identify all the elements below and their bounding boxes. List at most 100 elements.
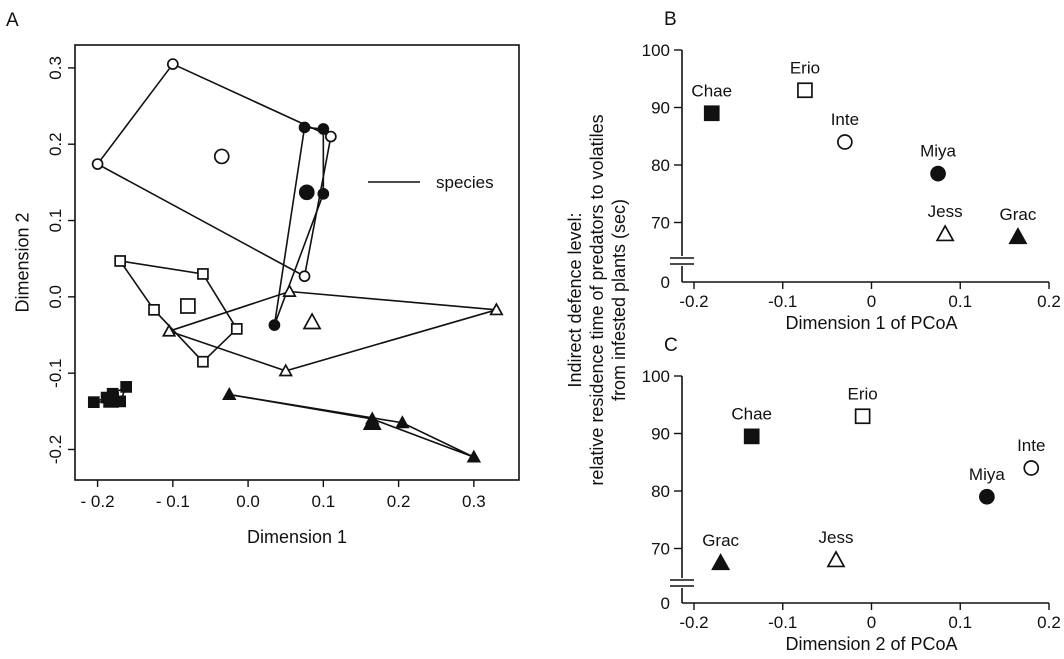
x-tick-label: -0.2	[679, 613, 708, 632]
data-point	[87, 396, 100, 409]
data-point-miya	[979, 488, 995, 505]
group-square-open	[114, 255, 243, 368]
panel-b-label: B	[664, 9, 677, 30]
point-label-grac: Grac	[702, 531, 739, 550]
data-point	[325, 130, 337, 143]
group-triangle-filled	[222, 387, 482, 463]
y-tick-label: 70	[651, 540, 670, 559]
data-point-chae	[743, 428, 760, 445]
y-tick-label: -0.1	[46, 359, 65, 388]
x-tick-label: 0	[867, 292, 876, 311]
point-label-chae: Chae	[731, 404, 772, 423]
point-label-miya: Miya	[969, 465, 1005, 484]
y-axis-label: Dimension 2	[12, 212, 32, 312]
hull-polygon	[96, 63, 332, 278]
y-tick-label: 70	[651, 214, 670, 233]
data-point-jess	[935, 224, 955, 242]
point-label-jess: Jess	[819, 528, 854, 547]
x-tick-label: 0	[867, 613, 876, 632]
x-tick-label: -0.1	[768, 613, 797, 632]
data-point	[148, 303, 160, 316]
y-tick-label-zero: 0	[661, 594, 670, 613]
y-tick-label: 0.3	[46, 56, 65, 80]
y-tick-label: 80	[651, 482, 670, 501]
data-point-inte	[837, 134, 853, 150]
y-tick-label: -0.2	[46, 435, 65, 464]
x-tick-label: 0.2	[387, 492, 411, 511]
y-axis-label-bc: Indirect defence level: relative residenc…	[565, 114, 629, 485]
data-point	[230, 323, 243, 335]
panel-c: C 70 80 90 100 0 -0.2 -0.1 0 0.1 0.2 Dimension 2 of…	[642, 335, 1061, 654]
y-axis-label-line: from infested plants (sec)	[609, 199, 629, 401]
y-tick-label: 0.1	[46, 209, 65, 233]
x-tick-label: 0.0	[236, 492, 260, 511]
group-circle-filled	[268, 121, 330, 331]
legend-label: species	[436, 173, 494, 192]
x-tick-label: -0.1	[768, 292, 797, 311]
panel-a-label: A	[6, 10, 19, 31]
data-point	[395, 415, 410, 429]
data-point	[161, 323, 177, 337]
y-axis-label-line: relative residence time of predators to …	[587, 114, 607, 485]
data-point-chae	[703, 105, 720, 122]
data-point-miya	[930, 165, 946, 182]
data-point	[298, 270, 311, 283]
x-tick-label: - 0.1	[156, 492, 190, 511]
data-point	[317, 123, 330, 135]
data-point	[197, 268, 209, 280]
y-tick-label: 90	[651, 99, 670, 118]
y-tick-label: 100	[642, 367, 670, 386]
point-label-jess: Jess	[928, 202, 963, 221]
data-point-grac	[1008, 227, 1028, 245]
panel-b: B 70 80 90 100 0 -0.2 -0.1 0 0.1 0.2 Dimension 1 of…	[642, 9, 1061, 333]
data-point	[222, 387, 237, 400]
data-point-erio	[797, 82, 813, 99]
x-tick-label: 0.1	[948, 292, 972, 311]
y-tick-label: 90	[651, 425, 670, 444]
data-point	[278, 363, 293, 377]
data-point	[91, 158, 104, 170]
y-tick-label: 80	[651, 156, 670, 175]
data-point	[466, 449, 482, 463]
centroid-point	[298, 184, 315, 201]
x-tick-label: 0.2	[1037, 613, 1061, 632]
hull-polygon	[166, 290, 497, 372]
x-tick-label: 0.2	[1037, 292, 1061, 311]
x-tick-label: - 0.2	[81, 492, 115, 511]
x-tick-label: -0.2	[679, 292, 708, 311]
centroid-point	[302, 312, 322, 330]
group-circle-open	[91, 58, 337, 283]
data-point-jess	[826, 550, 846, 568]
point-label-chae: Chae	[691, 81, 732, 100]
hull-polygon	[273, 126, 325, 326]
y-tick-label: 100	[642, 41, 670, 60]
x-tick-label: 0.1	[948, 613, 972, 632]
x-tick-label: 0.3	[462, 492, 486, 511]
point-label-erio: Erio	[790, 58, 820, 77]
data-point	[282, 283, 297, 297]
data-point	[268, 319, 281, 331]
data-point	[317, 187, 330, 200]
group-square-filled	[87, 381, 133, 409]
data-point	[114, 255, 127, 267]
point-label-erio: Erio	[848, 384, 878, 403]
data-point	[489, 302, 504, 316]
data-point	[166, 58, 179, 70]
panel-c-label: C	[664, 335, 678, 356]
y-tick-label: 0.0	[46, 285, 65, 309]
point-label-inte: Inte	[1017, 436, 1045, 455]
centroid-point	[180, 298, 196, 314]
hull-polygon	[229, 393, 475, 458]
y-tick-label-zero: 0	[661, 273, 670, 292]
hull-polygon	[118, 259, 238, 363]
x-axis-label: Dimension 1 of PCoA	[785, 313, 957, 333]
data-point-erio	[854, 408, 871, 425]
data-point-inte	[1023, 460, 1040, 476]
centroid-point	[103, 392, 119, 408]
x-tick-label: 0.1	[312, 492, 336, 511]
point-label-inte: Inte	[831, 110, 859, 129]
y-axis-label-line: Indirect defence level:	[565, 212, 585, 387]
panel-a: A - 0.2 - 0.1 0.0 0.1 0.2 0.3 -0.2 -0.1 0.0 0.1 0.2…	[6, 10, 520, 547]
point-label-miya: Miya	[920, 142, 956, 161]
